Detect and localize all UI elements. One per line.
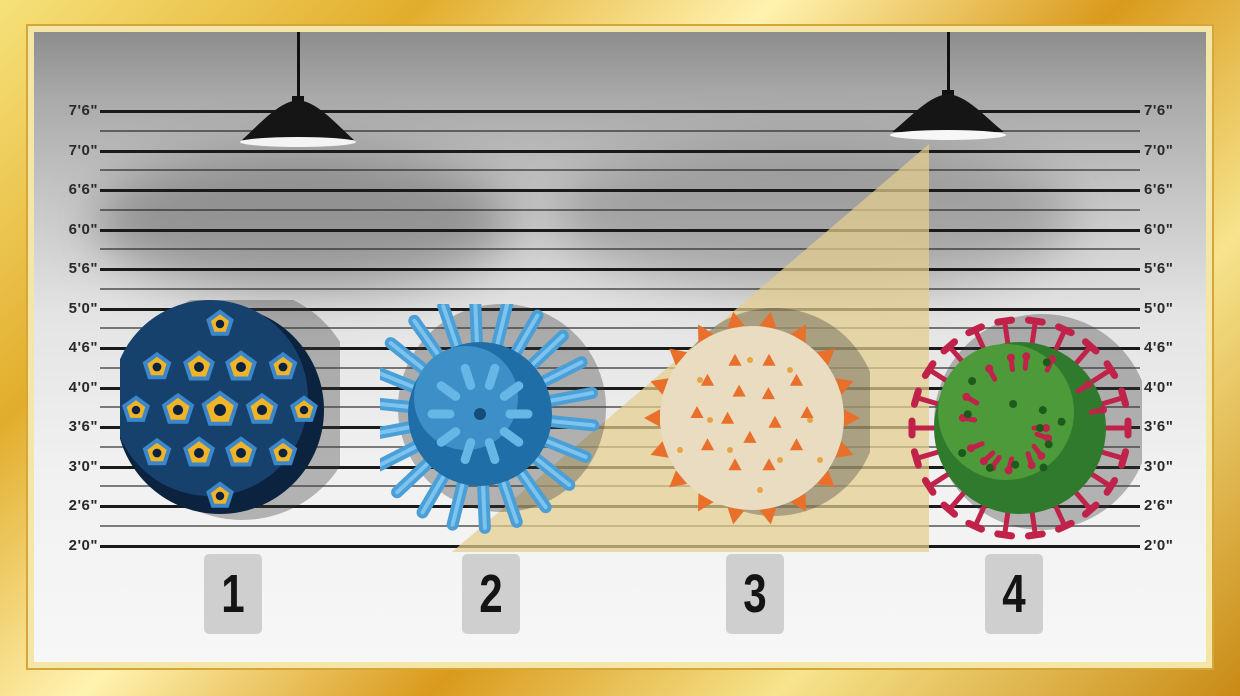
- height-label-left: 6'0": [68, 220, 98, 238]
- height-line-minor: [100, 287, 1140, 290]
- height-label-left: 4'0": [68, 378, 98, 396]
- ceiling-lamp-icon: [240, 96, 356, 147]
- suspect-number: 2: [479, 564, 503, 624]
- suspect-number: 1: [221, 564, 245, 624]
- height-line-major: [100, 110, 1140, 113]
- height-label-left: 3'0": [68, 457, 98, 475]
- suspect-card-3: 3: [726, 554, 784, 634]
- height-label-left: 7'6": [68, 102, 98, 119]
- height-label-left: 7'0": [68, 141, 98, 159]
- height-label-left: 6'6": [68, 181, 98, 198]
- ceiling-lamp-icon: [890, 90, 1006, 140]
- height-line-major: [100, 268, 1140, 271]
- height-label-right: 5'0": [1144, 299, 1174, 317]
- height-line-major: [100, 386, 1140, 390]
- height-line-minor: [100, 406, 1140, 409]
- height-line-major: [100, 228, 1140, 232]
- height-line-minor: [100, 208, 1140, 211]
- height-label-left: 5'6": [68, 260, 98, 277]
- lineup-wall: 7'6" 7'6" 7'0" 7'0" 6'6" 6'6" 6'0" 6'0" 5'6" 5'6"…: [34, 32, 1206, 662]
- height-label-left: 4'6": [68, 339, 98, 356]
- height-label-right: 6'6": [1144, 181, 1174, 198]
- height-label-right: 4'0": [1144, 378, 1174, 396]
- height-label-left: 5'0": [68, 299, 98, 317]
- height-label-right: 2'6": [1144, 497, 1174, 514]
- height-label-right: 3'0": [1144, 457, 1174, 475]
- height-label-right: 2'0": [1144, 536, 1174, 554]
- suspect-card-2: 2: [462, 554, 520, 634]
- height-label-right: 7'6": [1144, 102, 1174, 119]
- height-line-minor: [100, 327, 1140, 330]
- virus-icon: [120, 300, 340, 520]
- height-label-right: 3'6": [1144, 418, 1174, 435]
- suspect-card-4: 4: [985, 554, 1043, 634]
- lamp-cord: [947, 32, 950, 96]
- height-label-right: 4'6": [1144, 339, 1174, 356]
- height-label-right: 6'0": [1144, 220, 1174, 238]
- height-label-right: 7'0": [1144, 141, 1174, 159]
- virus-icon: [380, 304, 606, 534]
- height-line-major: [100, 189, 1140, 192]
- suspect-number: 4: [1002, 564, 1026, 624]
- height-line-minor: [100, 169, 1140, 172]
- height-label-left: 2'6": [68, 497, 98, 514]
- height-line-major: [100, 347, 1140, 350]
- height-line-major: [100, 149, 1140, 153]
- height-line-minor: [100, 366, 1140, 369]
- lamp-cord: [297, 32, 300, 102]
- height-line-minor: [100, 248, 1140, 251]
- height-label-left: 3'6": [68, 418, 98, 435]
- height-line-minor: [100, 129, 1140, 132]
- suspect-card-1: 1: [204, 554, 262, 634]
- suspect-number: 3: [743, 564, 767, 624]
- virus-icon: [908, 314, 1142, 540]
- height-label-right: 5'6": [1144, 260, 1174, 277]
- height-line-major: [100, 307, 1140, 311]
- height-label-left: 2'0": [68, 536, 98, 554]
- virus-icon: [644, 308, 870, 525]
